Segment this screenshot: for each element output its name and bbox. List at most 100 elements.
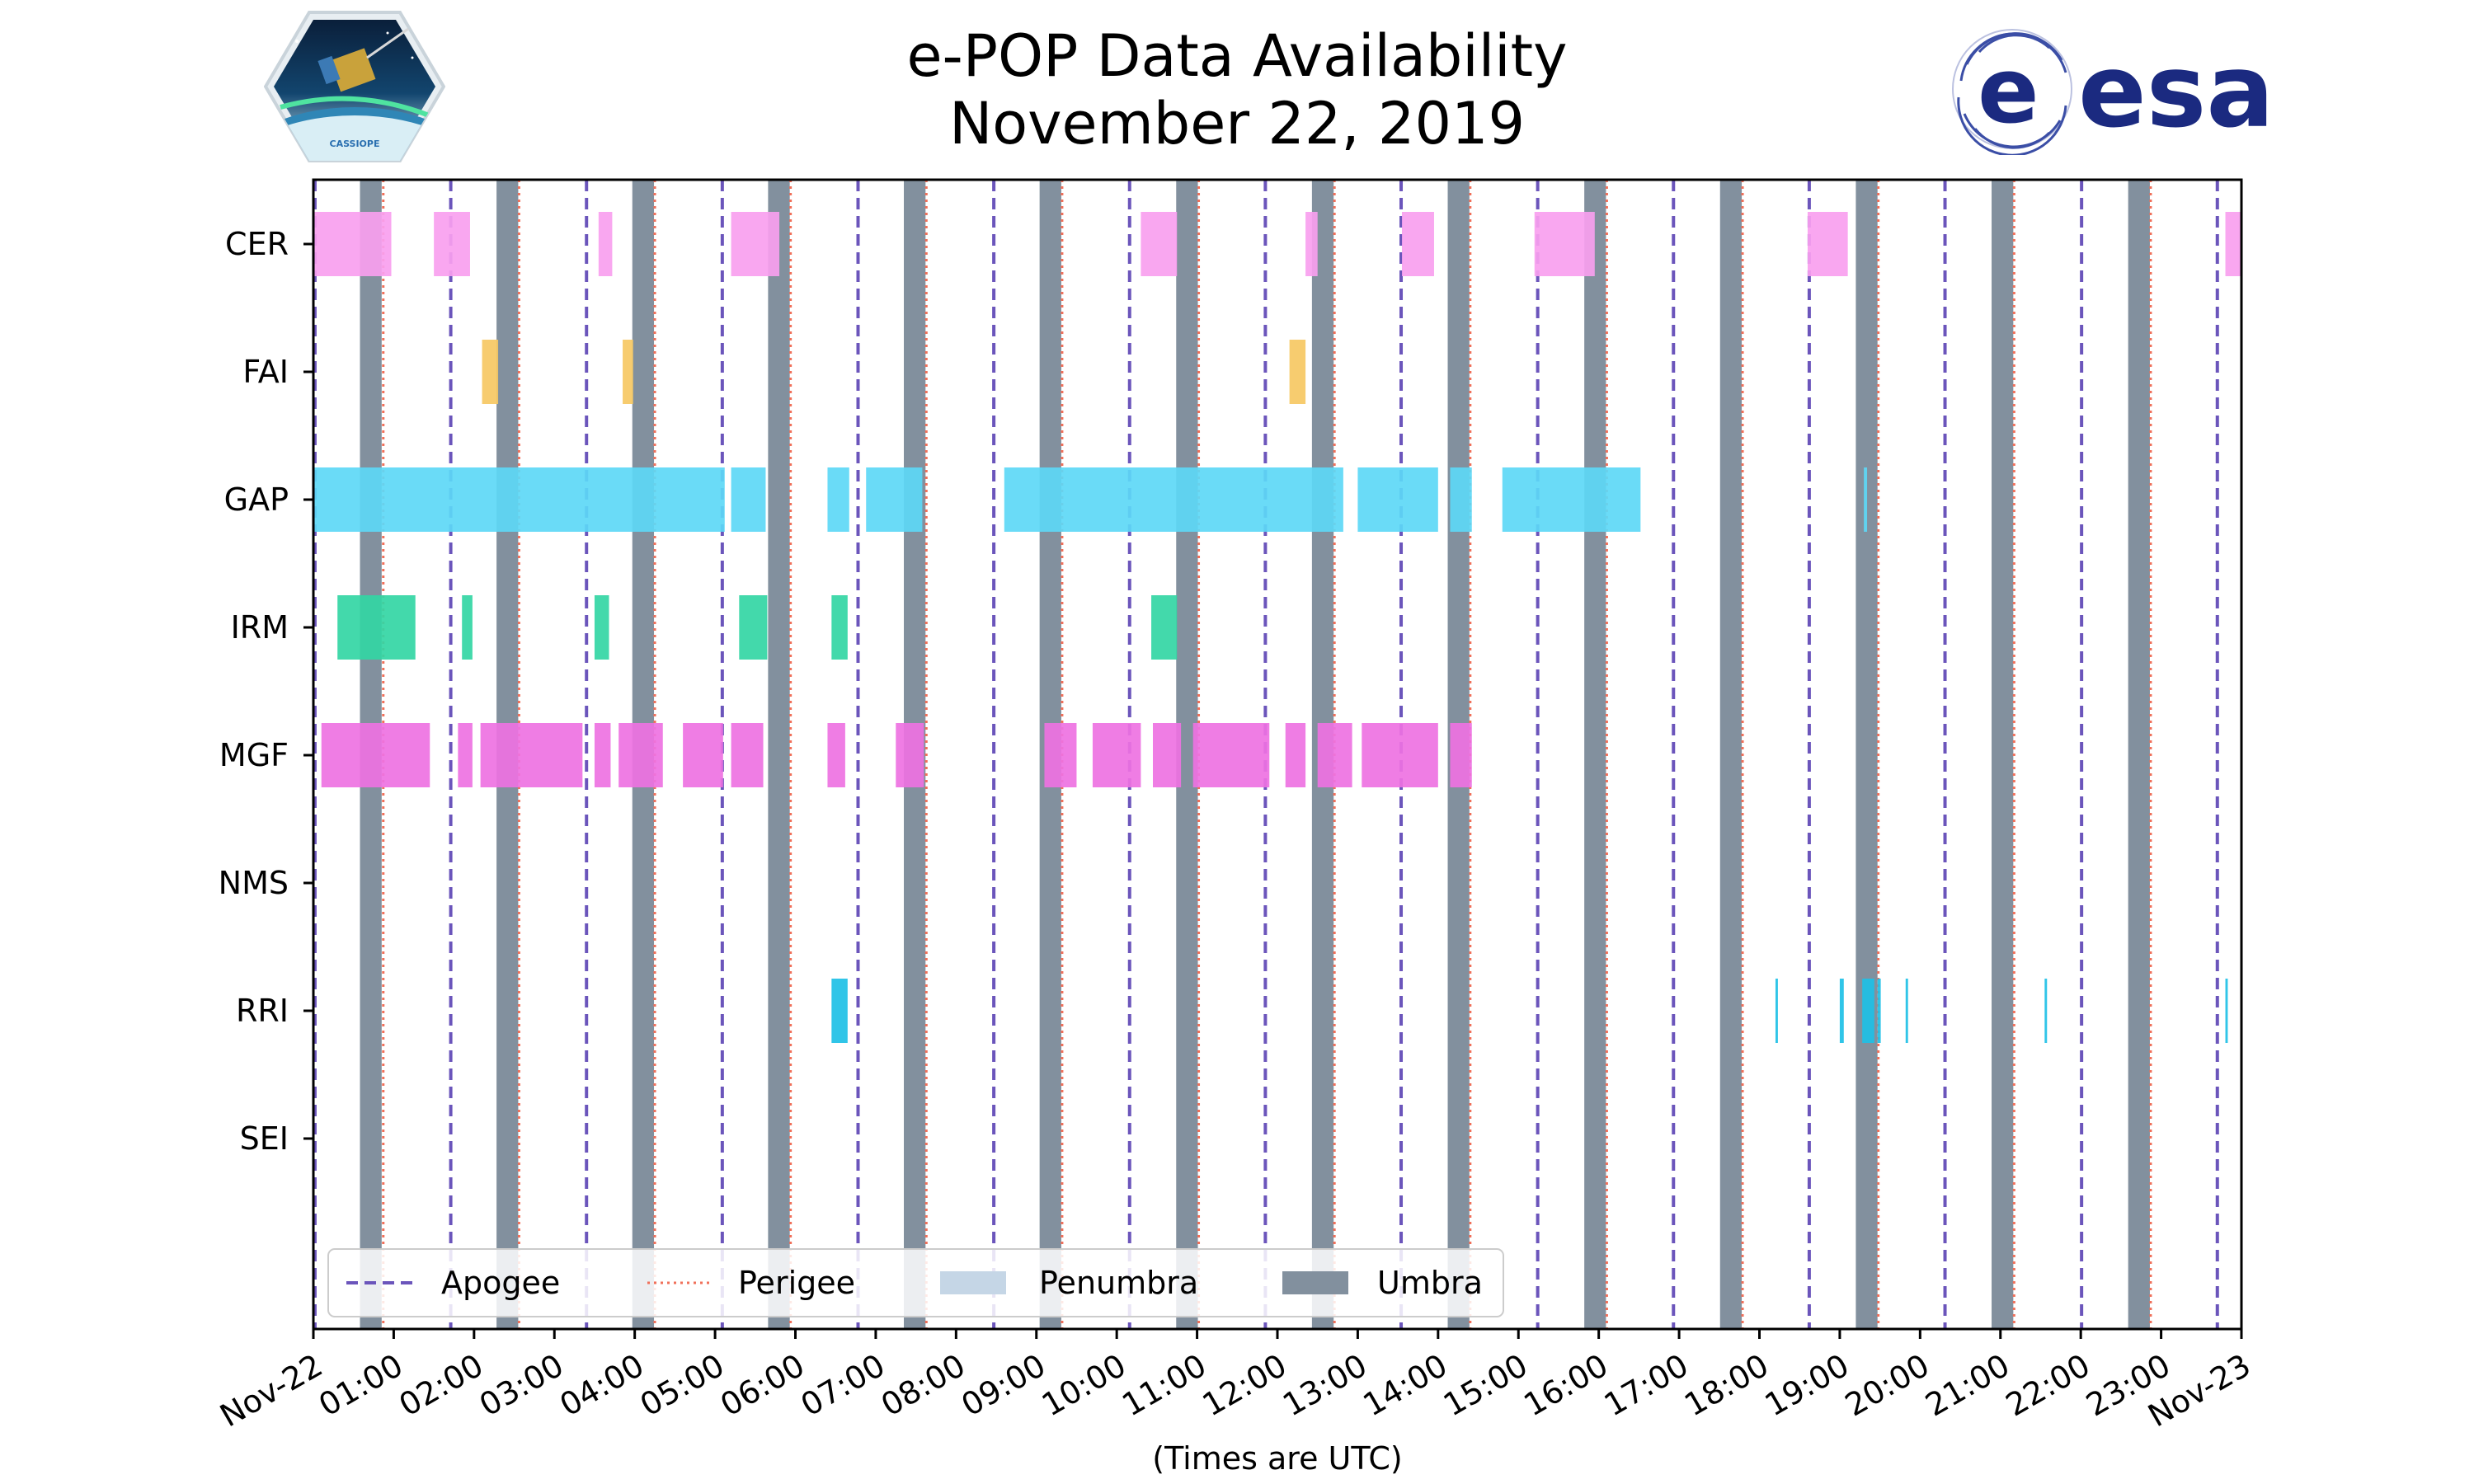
x-tick-label: 12:00 bbox=[1197, 1347, 1293, 1424]
x-axis-label: (Times are UTC) bbox=[1152, 1440, 1402, 1477]
gap-data-segment bbox=[313, 467, 725, 532]
gap-data-segment bbox=[731, 467, 766, 532]
mgf-data-segment bbox=[1044, 723, 1077, 787]
x-tick-label: 13:00 bbox=[1277, 1347, 1373, 1424]
x-tick-label: 04:00 bbox=[553, 1347, 650, 1424]
cassiope-logo-text: CASSIOPE bbox=[330, 139, 380, 149]
x-tick-label: Nov-22 bbox=[214, 1347, 328, 1435]
x-tick-label: 18:00 bbox=[1678, 1347, 1775, 1424]
mgf-data-segment bbox=[1153, 723, 1182, 787]
fai-data-segment bbox=[482, 340, 499, 404]
cassiope-logo: CASSIOPE bbox=[264, 11, 445, 162]
mgf-data-segment bbox=[1450, 723, 1472, 787]
irm-data-segment bbox=[739, 595, 768, 660]
x-tick-label: 21:00 bbox=[1919, 1347, 2015, 1424]
x-tick-label: 02:00 bbox=[393, 1347, 489, 1424]
rri-data-segment bbox=[2044, 979, 2048, 1043]
x-tick-label: 03:00 bbox=[473, 1347, 570, 1424]
cer-data-segment bbox=[1141, 212, 1178, 276]
cer-data-segment bbox=[1534, 212, 1595, 276]
cer-data-segment bbox=[2225, 212, 2241, 276]
rri-data-segment bbox=[1839, 979, 1844, 1043]
rri-data-segment bbox=[1862, 979, 1874, 1043]
x-tick-label: 05:00 bbox=[634, 1347, 731, 1424]
x-tick-label: 01:00 bbox=[313, 1347, 409, 1424]
x-tick-label: 10:00 bbox=[1036, 1347, 1132, 1424]
esa-logo-text: esa bbox=[2078, 33, 2274, 150]
mgf-data-segment bbox=[321, 723, 430, 787]
irm-data-segment bbox=[337, 595, 416, 660]
mgf-data-segment bbox=[594, 723, 611, 787]
gap-data-segment bbox=[1864, 467, 1868, 532]
irm-data-segment bbox=[1151, 595, 1178, 660]
fai-data-segment bbox=[623, 340, 633, 404]
irm-data-segment bbox=[594, 595, 609, 660]
x-tick-label: 09:00 bbox=[955, 1347, 1051, 1424]
chart-title-line-2: November 22, 2019 bbox=[948, 90, 1526, 157]
mgf-data-segment bbox=[480, 723, 583, 787]
chart-title-line-1: e-POP Data Availability bbox=[906, 22, 1568, 90]
y-tick-label-irm: IRM bbox=[231, 609, 289, 646]
cer-data-segment bbox=[1807, 212, 1848, 276]
gap-data-segment bbox=[866, 467, 923, 532]
x-tick-label: 20:00 bbox=[1839, 1347, 1935, 1424]
cer-data-segment bbox=[313, 212, 392, 276]
x-tick-label: 08:00 bbox=[875, 1347, 971, 1424]
gap-data-segment bbox=[827, 467, 849, 532]
x-tick-label: 07:00 bbox=[795, 1347, 891, 1424]
data-segments bbox=[313, 212, 2241, 1043]
mgf-data-segment bbox=[1317, 723, 1352, 787]
cer-data-segment bbox=[1305, 212, 1318, 276]
y-tick-label-rri: RRI bbox=[236, 993, 289, 1029]
cer-data-segment bbox=[1401, 212, 1434, 276]
mgf-data-segment bbox=[683, 723, 723, 787]
legend-label-apogee: Apogee bbox=[441, 1265, 560, 1301]
y-tick-label-gap: GAP bbox=[224, 481, 289, 518]
rri-data-segment bbox=[1877, 979, 1881, 1043]
y-tick-label-nms: NMS bbox=[219, 865, 289, 901]
irm-data-segment bbox=[462, 595, 473, 660]
mgf-data-segment bbox=[896, 723, 924, 787]
legend-penumbra-swatch bbox=[940, 1271, 1006, 1294]
legend-label-penumbra: Penumbra bbox=[1039, 1265, 1198, 1301]
x-tick-label: 14:00 bbox=[1357, 1347, 1453, 1424]
mgf-data-segment bbox=[1092, 723, 1141, 787]
rri-data-segment bbox=[1775, 979, 1778, 1043]
x-tick-label: 15:00 bbox=[1437, 1347, 1534, 1424]
legend: Apogee Perigee Penumbra Umbra bbox=[327, 1248, 1504, 1317]
y-tick-label-sei: SEI bbox=[240, 1120, 289, 1157]
umbra-band bbox=[1719, 180, 1743, 1329]
cer-data-segment bbox=[731, 212, 780, 276]
mgf-data-segment bbox=[731, 723, 764, 787]
esa-logo: e esa bbox=[1952, 29, 2274, 155]
rri-data-segment bbox=[831, 979, 848, 1043]
gap-data-segment bbox=[1502, 467, 1641, 532]
y-tick-label-mgf: MGF bbox=[219, 737, 289, 773]
legend-box bbox=[327, 1248, 1504, 1317]
umbra-band bbox=[2128, 180, 2150, 1329]
mgf-data-segment bbox=[618, 723, 663, 787]
gap-data-segment bbox=[1450, 467, 1472, 532]
legend-label-umbra: Umbra bbox=[1377, 1265, 1483, 1301]
mgf-data-segment bbox=[1192, 723, 1270, 787]
fai-data-segment bbox=[1289, 340, 1306, 404]
x-tick-label: 17:00 bbox=[1598, 1347, 1695, 1424]
gap-data-segment bbox=[1004, 467, 1343, 532]
mgf-data-segment bbox=[1285, 723, 1306, 787]
x-tick-label: 22:00 bbox=[2000, 1347, 2096, 1424]
y-tick-label-cer: CER bbox=[225, 226, 289, 262]
cer-data-segment bbox=[598, 212, 613, 276]
mgf-data-segment bbox=[1362, 723, 1438, 787]
x-tick-label: 11:00 bbox=[1116, 1347, 1212, 1424]
legend-label-perigee: Perigee bbox=[738, 1265, 855, 1301]
gap-data-segment bbox=[1357, 467, 1438, 532]
y-tick-label-fai: FAI bbox=[242, 354, 289, 390]
irm-data-segment bbox=[831, 595, 848, 660]
umbra-band bbox=[1856, 180, 1878, 1329]
mgf-data-segment bbox=[458, 723, 473, 787]
x-axis: Nov-2201:0002:0003:0004:0005:0006:0007:0… bbox=[214, 1329, 2257, 1435]
umbra-band bbox=[768, 180, 790, 1329]
x-tick-label: 19:00 bbox=[1759, 1347, 1856, 1424]
x-tick-label: 16:00 bbox=[1517, 1347, 1614, 1424]
